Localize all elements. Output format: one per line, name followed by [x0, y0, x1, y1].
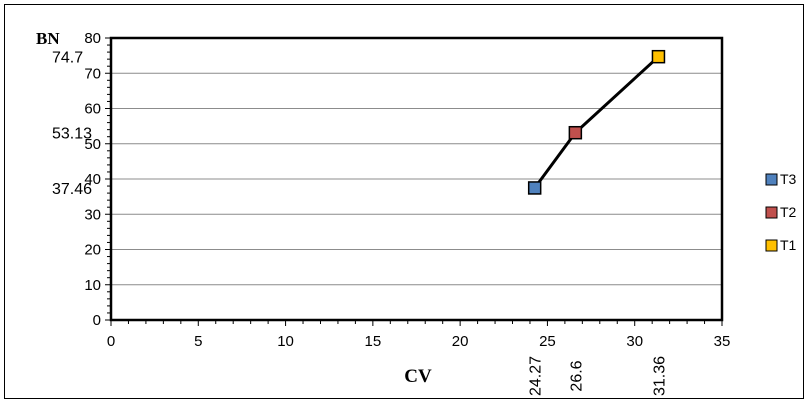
y-value-annotation: 53.13 [52, 126, 92, 143]
legend-label: T1 [780, 237, 797, 253]
x-tick-label: 15 [365, 333, 382, 350]
y-tick-label: 30 [84, 206, 101, 223]
x-value-annotation: 24.27 [528, 356, 545, 396]
y-value-annotation: 37.46 [52, 181, 92, 198]
series-line [533, 55, 660, 189]
y-tick-label: 60 [84, 101, 101, 118]
y-tick-label: 80 [84, 30, 101, 47]
y-tick-label: 10 [84, 277, 101, 294]
legend-label: T3 [780, 171, 797, 187]
legend-marker-t2 [765, 206, 778, 219]
x-axis-label: CV [404, 366, 432, 387]
y-tick-label: 70 [84, 65, 101, 82]
x-tick-label: 5 [194, 333, 202, 350]
y-tick-label: 50 [84, 136, 101, 153]
data-point-t1 [651, 49, 666, 64]
data-point-t3 [527, 181, 542, 195]
x-value-annotation: 31.36 [651, 356, 668, 396]
chart-frame [4, 4, 804, 399]
legend-label: T2 [780, 204, 797, 220]
x-tick-label: 30 [626, 333, 643, 350]
y-axis-label: BN [36, 29, 60, 48]
y-tick-label: 20 [84, 242, 101, 259]
x-tick-label: 10 [277, 333, 294, 350]
x-tick-label: 25 [539, 333, 556, 350]
legend-marker-t3 [765, 173, 778, 186]
x-tick-label: 35 [714, 333, 731, 350]
y-tick-label: 0 [93, 312, 101, 329]
y-value-annotation: 74.7 [52, 50, 83, 67]
data-point-t2 [568, 125, 583, 140]
x-tick-label: 0 [107, 333, 115, 350]
x-value-annotation: 26.6 [568, 360, 585, 391]
legend-marker-t1 [765, 239, 778, 252]
x-tick-label: 20 [452, 333, 469, 350]
y-tick-label: 40 [84, 171, 101, 188]
